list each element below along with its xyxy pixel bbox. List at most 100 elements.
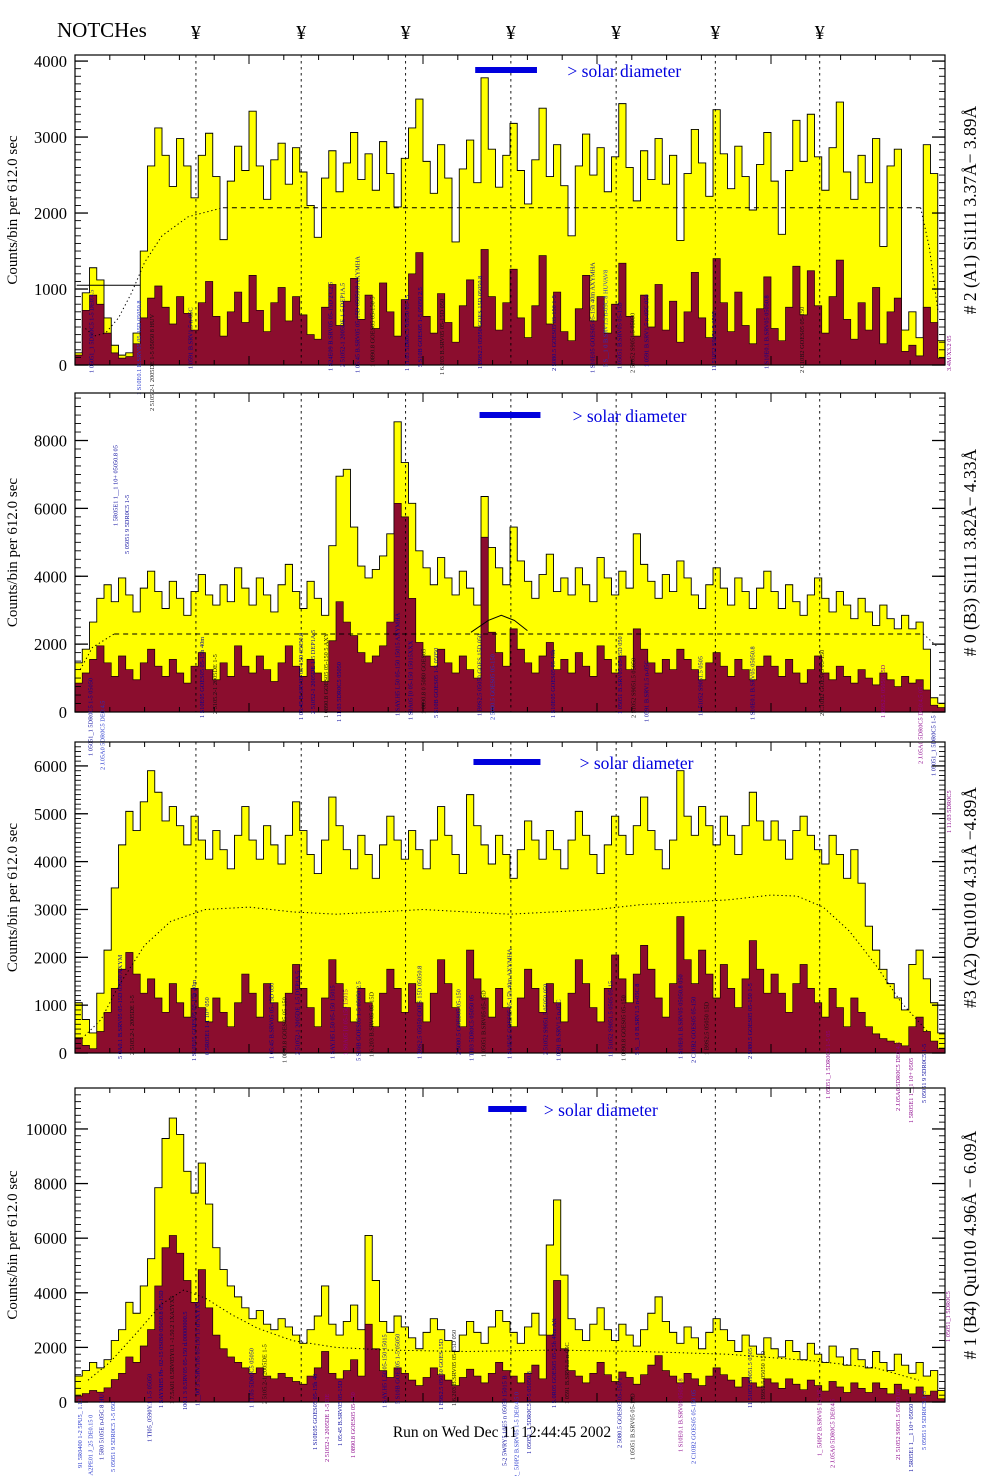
flare-annotation: 2 5105.2-1 2005DE 1-5 <box>212 654 219 714</box>
y-tick-label: 5000 <box>34 805 67 824</box>
footer-timestamp: Run on Wed Dec 11 12:44:45 2002 <box>392 1424 612 1441</box>
flare-annotation: 1 B9S2.5 05050 15D <box>703 1001 710 1055</box>
flare-annotation: 2_ 5J0P2 B.SRV05 1-5 DE0:4.5 0 <box>514 1392 521 1476</box>
flare-annotation: 1 11.03 5DR0C5 05050 05-15 <box>404 295 411 371</box>
flare-annotation: 1 05051_1 5DR0C5 <box>945 1291 952 1342</box>
flare-annotation: 1 05051_1 5DR0C5 1-5 05050.8 <box>526 1371 533 1454</box>
flare-annotation: 1 S10E05 GOES05 05-15h <box>550 649 557 718</box>
flare-annotation: 2 C10B2 GOES05 05-150 05 <box>690 1390 697 1464</box>
histogram-total <box>74 421 946 713</box>
flare-annotation: 1 05:45 B.SRV05 05-15D <box>337 1380 344 1446</box>
flare-annotation: 1 0890.8 GOES05 05-150 5 AXY <box>323 632 330 718</box>
flare-annotation: 1 0591 B.SRV1.5 n-05C <box>555 999 562 1061</box>
flare-annotation: 1 05:45 B.SRV05 05-15D 05050.8 AXYMHA <box>354 256 361 373</box>
flare-annotation: 5 05051 9 5DR0C5 1-5 <box>921 1391 928 1450</box>
flare-annotation: 1 6.203 B.SRV05 05-15D 050 <box>439 299 446 375</box>
flare-annotation: 1 0591 B.SRV1.5 n-05C <box>187 307 194 369</box>
flare-annotation: 1 TI05_0590Y.1 1-5 05050 <box>147 1374 154 1442</box>
flare-annotation: 21 51052 S9051.5 05050 05 <box>895 1389 902 1460</box>
y-tick-label: 4000 <box>34 853 67 872</box>
y-tick-label: 3000 <box>34 128 67 147</box>
background-curve <box>470 614 528 633</box>
flare-annotation: 1 0591 B.SRV1.5 n-05C <box>643 660 650 722</box>
flare-annotation: 1 TI03 5DR0C5 05050 05 <box>468 995 475 1061</box>
flare-annotation: 1 5.0R05 GOES05 05-15h 40m AX <box>551 1318 558 1408</box>
flare-annotation: 2 5080.5 GOES05 05-150 <box>455 989 462 1055</box>
y-tick-label: 8000 <box>34 432 67 451</box>
flare-annotation: 1 B9S2.5 05050 GOES 15D 050 <box>476 634 483 716</box>
y-tick-label: 8000 <box>34 1175 67 1194</box>
flare-annotation: 2 51052-1 2005DE 1-5 DE <box>324 1394 331 1462</box>
flare-annotation: 2 51052-1 2005DE 1-5 DEP1A.5 <box>310 630 317 714</box>
flare-annotation: 1 6.203 B.SRV05 05-15D 050 <box>451 1330 458 1406</box>
flare-annotation: 1 11.03 5DR0C5 <box>946 790 953 833</box>
panel-channel-label: # 1 (B4) Qu1010 4.96Å − 6.09Å <box>960 1130 980 1359</box>
y-tick-label: 4000 <box>34 567 67 586</box>
y-tick-label: 2000 <box>34 948 67 967</box>
flare-annotation: 1 S10E05 GOES05 05-15h 40m <box>191 980 198 1061</box>
flare-annotation: 5 S10B GOES05 1-5 05050 2.5 <box>417 287 424 367</box>
flare-annotation: 1 SAYMH5 Pb- 02-15 0S0S0 05050.8 05-15D <box>158 1290 165 1408</box>
y-tick-label: 1000 <box>34 280 67 299</box>
flare-annotation: 1 05:45 B.SRV05 05-15D 05050.8 <box>298 633 305 720</box>
panel-channel-label: # 2 (A1) Si111 3.37Å− 3.89Å <box>960 105 980 314</box>
flare-annotation: 2 5080.5 GOES05 05-150 <box>489 654 496 720</box>
flare-annotation: 1 B9S2.5 05050 GOES 15D 05050.8 <box>416 966 423 1059</box>
y-tick-label: 6000 <box>34 757 67 776</box>
solar-diameter-label: > solar diameter <box>580 753 694 773</box>
y-axis-label: Counts/bin per 612.0 sec <box>5 1170 21 1319</box>
y-tick-label: 2000 <box>34 1338 67 1357</box>
flare-annotation: 1 5R05E1 1__1 10+ 0505 <box>908 1058 915 1123</box>
panel-1-chart: 0 1000 2000 3000 4000 Counts/bin per 612.0 se… <box>5 52 980 411</box>
flare-annotation: 1 0890.8 GOES05 05-150 <box>281 997 288 1063</box>
flare-annotation: 11 51052 S9051.5 0505 <box>697 656 704 716</box>
flare-annotation: 1 __00 3 5.5RV.105 05-150 15 d AXYX5 <box>194 1301 201 1406</box>
flare-annotation: 1 05051_1 5DR0C5 1-5 <box>930 715 937 776</box>
flare-annotation: 1 B9S2.5 05050 GOES 15D <box>438 1338 445 1410</box>
y-tick-label: 6000 <box>34 1229 67 1248</box>
y-tick-label: 0 <box>59 703 67 722</box>
flare-annotation: 1 S10E0.1 B.SRV05 05-15D 05050.8 <box>136 301 143 395</box>
panel-channel-label: #3 (A2) Qu1010 4.31Å −4.89Å <box>960 787 980 1008</box>
flare-annotation: 1 SAY.H5 L50 05-150 15015 <box>381 1334 388 1408</box>
flare-annotation: 1 5R05E1 1__1 10+ 05050 <box>908 1404 915 1472</box>
flare-annotation: 1 05051_1 5DR0C5 1-5 DE0:4.5 <box>88 290 95 373</box>
flare-annotation: 2 51052 S9051.5 05050 <box>630 658 637 718</box>
panel-4-chart: 0 2000 4000 6000 8000 10000 Counts/bin per 612… <box>5 1087 980 1476</box>
y-tick-label: 2000 <box>34 635 67 654</box>
solar-diameter-bar <box>473 759 541 765</box>
flare-annotation: 0 5R05E1 1-1 10+ 050 <box>204 997 211 1055</box>
solar-diameter-bar <box>488 1106 527 1112</box>
flare-annotation: 1 05051 B.SRV05 05-15D <box>629 1393 636 1460</box>
notch-marker: ¥ <box>401 22 411 44</box>
solar-diameter-label: > solar diameter <box>567 61 681 81</box>
flare-annotation: 1 11.05 5DR0C5 05050 <box>248 1348 255 1408</box>
flare-annotation: 2 5080.5 GOES05 05-150 1-5 <box>551 295 558 371</box>
solar-diameter-label: > solar diameter <box>573 406 687 426</box>
flare-annotation: 2 C10B2 GOES05 05-150 <box>799 307 806 373</box>
flare-annotation: 100.1 3 0.5RV05 05-150 d.00000000.5 <box>182 1312 189 1411</box>
histogram-core <box>74 1235 946 1403</box>
flare-annotation: 1 B9S2.5 05050 15D <box>880 664 887 718</box>
axis-box <box>74 392 946 713</box>
flare-annotation: 1 05051_1 5DR0C5 1-5 05050 <box>87 678 94 756</box>
background-curve <box>81 894 928 1039</box>
flare-annotation: 1 S10E0.1 B.SRV05 05050.8 <box>763 295 770 369</box>
y-tick-label: 1000 <box>34 996 67 1015</box>
flare-annotation: 2 J.05A0 5DR0C5 DE0:4.5 <box>895 1042 902 1111</box>
flare-annotation: 1 0890.8 GOES05 05-150 <box>350 1392 357 1458</box>
flare-annotation: 1 SAY.H5 L50 05-150 15015 AXYMHA <box>395 612 402 716</box>
histogram-core <box>74 916 946 1054</box>
flare-annotation: 3.4M/X3.2 05 <box>946 335 953 371</box>
flare-annotation: 1 S10E05 GOES05 05-15h 40m AXYMHA <box>589 262 596 373</box>
flare-annotation: 5 S__1 0 B.SRV1.5 n-05C 8 HUVAV8 <box>602 270 609 367</box>
flare-annotation: 1 05:45 B.SRV05 05-15D 050 <box>268 983 275 1059</box>
background-curve <box>920 207 939 312</box>
panel-channel-label: # 0 (B3) Si111 3.82Å− 4.33Å <box>960 448 980 656</box>
notch-marker: ¥ <box>611 22 621 44</box>
flare-annotation: 1 0591 B.SRV1.5 n-05C 050 <box>643 294 650 367</box>
flare-annotation: 1 7.5A01 0.5RV05Y0.1 -1.50.2 1XA5YX5 <box>169 1296 176 1404</box>
flare-annotation: 2 5105.2-1 2005DE 1-5 <box>129 995 136 1055</box>
flare-annotation: 2 51052 S9051.5 05050 <box>629 313 636 373</box>
axis-box <box>74 54 946 366</box>
